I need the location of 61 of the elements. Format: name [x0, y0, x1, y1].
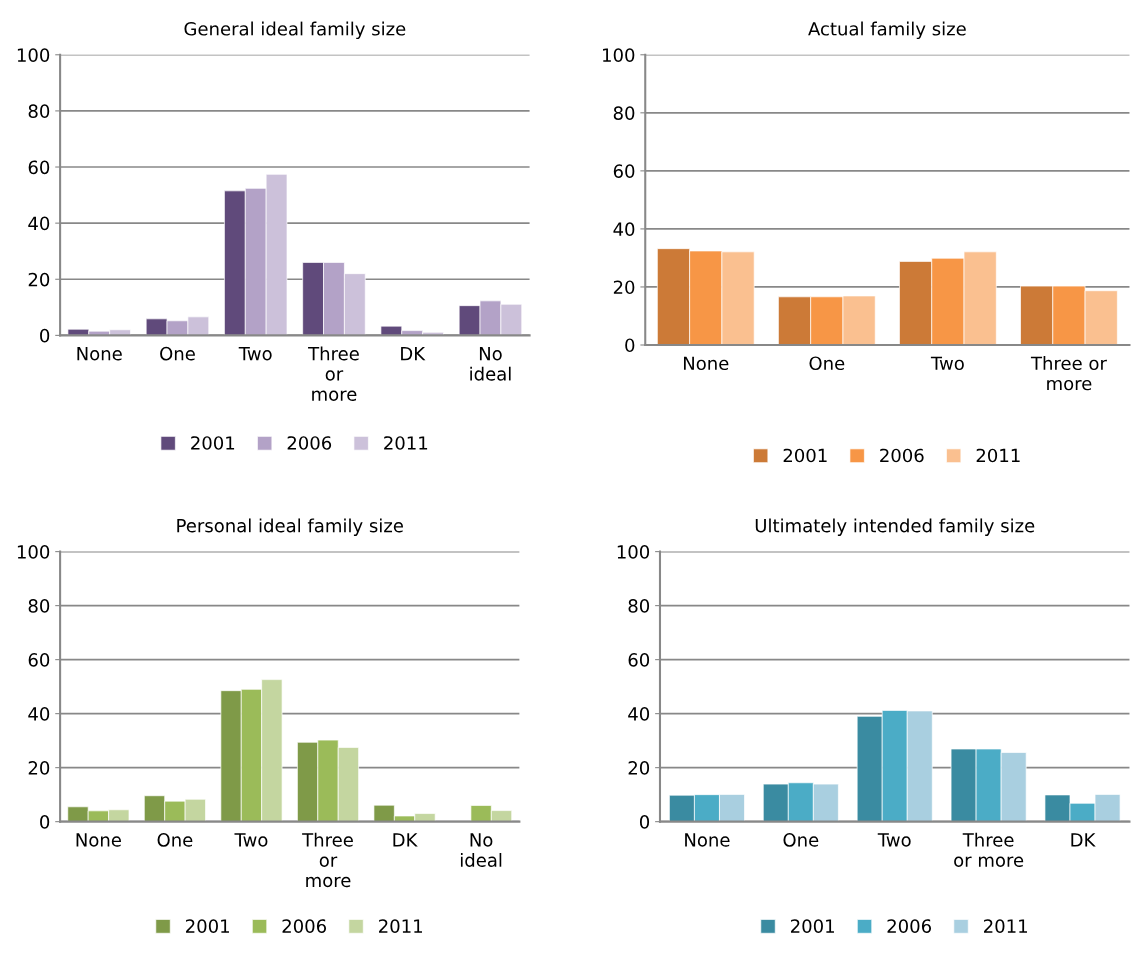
y-tick-label: 60: [28, 653, 50, 667]
x-tick-label: None: [683, 356, 729, 371]
x-tick-label: Two: [234, 833, 268, 847]
x-tick-label: One: [783, 833, 819, 847]
y-tick-label: 20: [613, 280, 635, 295]
y-tick-label: 80: [28, 104, 50, 119]
x-tick-label: Three or more: [1030, 356, 1107, 391]
y-tick-label: 40: [28, 707, 50, 721]
y-tick-label: 0: [639, 815, 650, 829]
x-tick-label: One: [160, 346, 195, 361]
y-tick-label: 40: [28, 216, 50, 231]
x-tick-label: None: [76, 833, 121, 847]
chart-title: General ideal family size: [184, 21, 406, 40]
legend-label: 2011: [379, 919, 422, 933]
legend-label: 2001: [791, 919, 834, 933]
x-tick-label: No ideal: [470, 347, 511, 381]
legend-label: 2006: [880, 448, 924, 463]
x-tick-label: None: [77, 347, 122, 361]
x-tick-label: No ideal: [460, 833, 502, 867]
x-tick-label: One: [809, 356, 845, 371]
legend-label: 2011: [384, 436, 428, 450]
y-tick-label: 40: [628, 707, 650, 721]
y-tick-label: 100: [17, 48, 50, 62]
x-tick-label: Two: [238, 347, 272, 361]
x-tick-label: Three or more: [954, 832, 1024, 867]
y-tick-label: 100: [603, 48, 635, 62]
y-tick-label: 20: [628, 761, 650, 775]
y-tick-label: 0: [40, 815, 50, 829]
legend-label: 2001: [191, 436, 235, 450]
legend-label: 2011: [976, 448, 1020, 463]
y-tick-label: 0: [625, 338, 635, 353]
legend-label: 2006: [887, 919, 932, 933]
y-tick-label: 20: [28, 272, 50, 287]
y-tick-label: 80: [628, 599, 650, 613]
y-tick-label: 60: [613, 164, 635, 178]
x-tick-label: Three or more: [302, 832, 353, 888]
x-tick-label: One: [157, 833, 193, 847]
chart-title: Ultimately intended family size: [755, 518, 1035, 536]
legend-label: 2001: [186, 919, 229, 933]
y-tick-label: 60: [28, 160, 50, 175]
legend-label: 2011: [984, 919, 1027, 933]
chart-title: Actual family size: [808, 21, 966, 40]
legend-label: 2001: [783, 448, 827, 463]
x-tick-label: DK: [1071, 833, 1096, 847]
chart-title: Personal ideal family size: [177, 518, 403, 536]
x-tick-label: Two: [930, 356, 964, 371]
y-tick-label: 80: [28, 599, 50, 613]
x-tick-label: Three or more: [308, 346, 359, 401]
y-tick-label: 60: [628, 653, 650, 667]
x-tick-label: DK: [401, 347, 426, 361]
y-tick-label: 40: [613, 222, 635, 237]
y-tick-label: 100: [17, 545, 50, 559]
x-tick-label: None: [685, 833, 730, 847]
x-tick-label: DK: [393, 833, 418, 847]
y-tick-label: 0: [40, 328, 50, 343]
y-tick-label: 100: [617, 545, 650, 559]
x-tick-label: Two: [877, 833, 911, 847]
legend-label: 2006: [282, 919, 327, 933]
legend-label: 2006: [287, 436, 332, 450]
y-tick-label: 20: [28, 761, 50, 775]
y-tick-label: 80: [613, 106, 635, 120]
